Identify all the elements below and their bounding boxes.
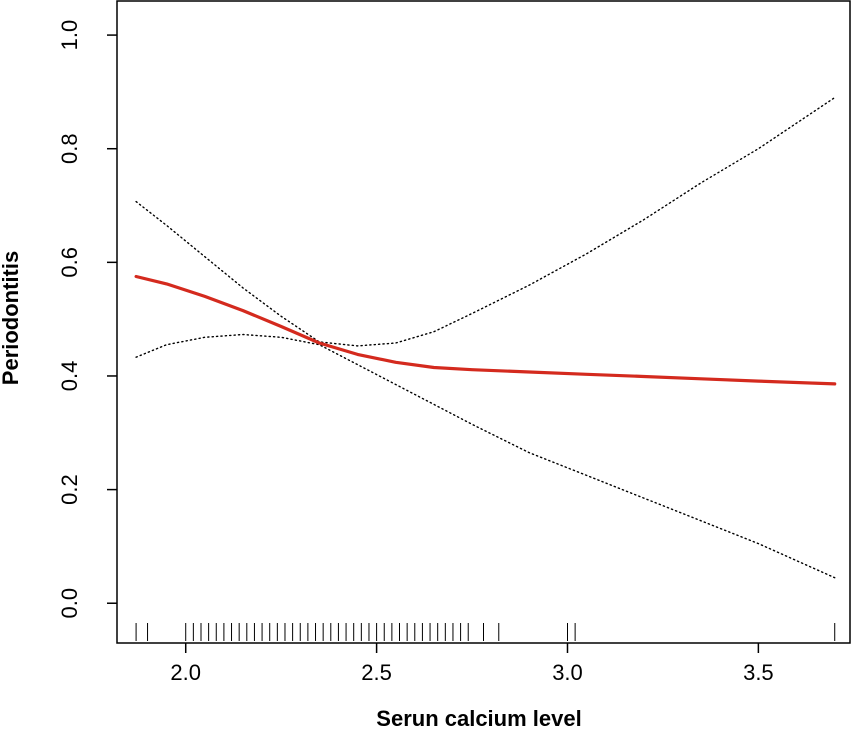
estimate-line [134, 274, 837, 386]
x-tick-label: 2.0 [170, 660, 201, 685]
y-tick-label: 0.6 [57, 247, 82, 278]
lower-ci-line [135, 333, 836, 579]
y-tick-label: 1.0 [57, 20, 82, 51]
series-layer [134, 96, 837, 579]
y-tick-label: 0.4 [57, 361, 82, 392]
y-tick-label: 0.8 [57, 133, 82, 164]
y-tick-label: 0.2 [57, 474, 82, 505]
plot-frame [116, 0, 851, 644]
x-tick-label: 3.5 [743, 660, 774, 685]
x-tick-label: 3.0 [552, 660, 583, 685]
x-axis: 2.0 2.5 3.0 3.5 [170, 643, 774, 685]
y-tick-label: 0.0 [57, 588, 82, 619]
x-axis-title: Serun calcium level [376, 706, 581, 731]
y-axis-title: Periodontitis [0, 251, 23, 385]
y-axis: 0.0 0.2 0.4 0.6 0.8 1.0 [57, 20, 117, 619]
x-tick-label: 2.5 [361, 660, 392, 685]
rug-layer [135, 623, 836, 641]
